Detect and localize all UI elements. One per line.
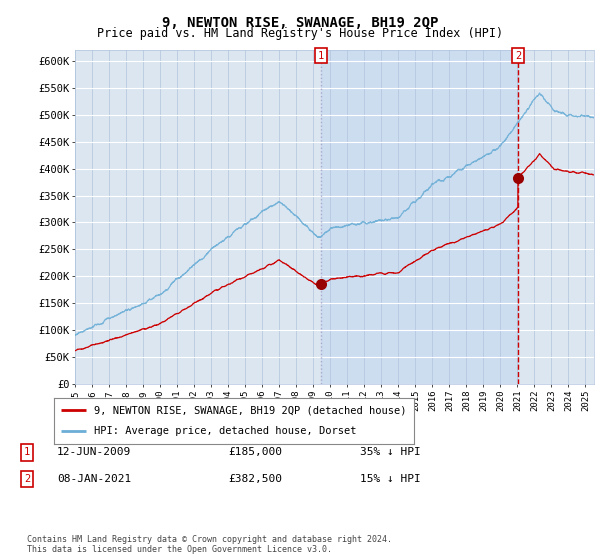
- Text: 9, NEWTON RISE, SWANAGE, BH19 2QP: 9, NEWTON RISE, SWANAGE, BH19 2QP: [162, 16, 438, 30]
- Text: 12-JUN-2009: 12-JUN-2009: [57, 447, 131, 458]
- Text: £185,000: £185,000: [228, 447, 282, 458]
- Text: 1: 1: [24, 447, 30, 458]
- Text: £382,500: £382,500: [228, 474, 282, 484]
- Text: 1: 1: [318, 51, 324, 61]
- Text: 15% ↓ HPI: 15% ↓ HPI: [360, 474, 421, 484]
- Text: 2: 2: [515, 51, 521, 61]
- Text: HPI: Average price, detached house, Dorset: HPI: Average price, detached house, Dors…: [94, 426, 356, 436]
- Text: Contains HM Land Registry data © Crown copyright and database right 2024.
This d: Contains HM Land Registry data © Crown c…: [27, 535, 392, 554]
- Text: 9, NEWTON RISE, SWANAGE, BH19 2QP (detached house): 9, NEWTON RISE, SWANAGE, BH19 2QP (detac…: [94, 405, 406, 416]
- Text: 08-JAN-2021: 08-JAN-2021: [57, 474, 131, 484]
- Text: 35% ↓ HPI: 35% ↓ HPI: [360, 447, 421, 458]
- Bar: [321, 50, 518, 384]
- Text: Price paid vs. HM Land Registry's House Price Index (HPI): Price paid vs. HM Land Registry's House …: [97, 27, 503, 40]
- Text: 2: 2: [24, 474, 30, 484]
